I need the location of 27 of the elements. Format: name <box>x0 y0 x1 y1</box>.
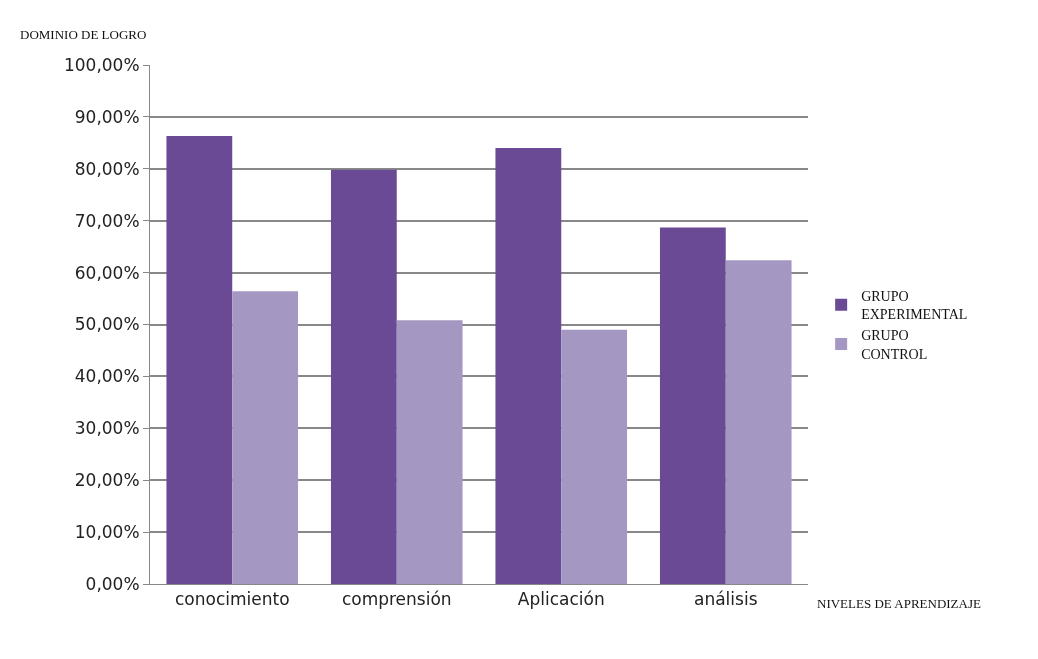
bar <box>561 329 628 584</box>
y-tick-label: 0,00% <box>85 573 140 594</box>
bar <box>330 169 397 584</box>
bar <box>396 320 463 584</box>
y-tick-label: 70,00% <box>74 210 140 231</box>
y-axis-title: DOMINIO DE LOGRO <box>20 27 147 42</box>
y-tick-label: 90,00% <box>74 106 140 127</box>
legend-label: GRUPO EXPERIMENTAL <box>861 289 968 323</box>
y-tick-label: 40,00% <box>74 366 140 387</box>
y-tick-label: 60,00% <box>74 262 140 283</box>
x-tick-label: comprensión <box>341 589 452 610</box>
bar <box>232 291 299 584</box>
legend-label: GRUPO CONTROL <box>861 328 928 362</box>
x-tick-label: análisis <box>694 589 758 610</box>
x-axis-title: NIVELES DE APRENDIZAJE <box>817 596 981 611</box>
bar <box>659 227 726 584</box>
y-tick-label: 80,00% <box>74 158 140 179</box>
bar <box>725 260 792 584</box>
x-tick-label: conocimiento <box>174 589 290 610</box>
y-tick-label: 100,00% <box>63 54 140 75</box>
y-tick-label: 50,00% <box>74 314 140 335</box>
y-tick-label: 20,00% <box>74 470 140 491</box>
x-tick-label: Aplicación <box>517 589 605 610</box>
y-tick-label: 30,00% <box>74 418 140 439</box>
y-tick-label: 10,00% <box>74 522 140 543</box>
bar <box>166 136 233 584</box>
bar <box>495 148 562 584</box>
